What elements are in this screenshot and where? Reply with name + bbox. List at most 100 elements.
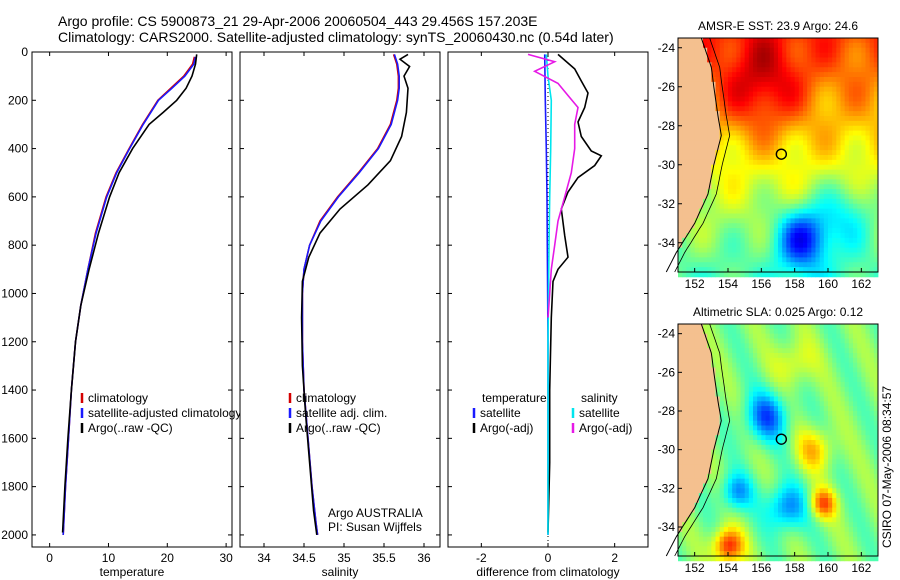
sst-map-cell — [823, 194, 829, 200]
sla-map-cell — [682, 324, 687, 330]
sla-map-cell — [869, 362, 875, 368]
sla-map-cell — [857, 386, 862, 393]
sst-map-cell — [823, 86, 829, 93]
sst-map-cell — [790, 203, 796, 210]
sst-map-cell — [694, 164, 700, 171]
sla-map-cell — [873, 420, 879, 426]
sla-map-cell — [861, 357, 866, 364]
sla-map-cell — [778, 531, 783, 538]
sla-map-cell — [740, 430, 746, 436]
sla-map-cell — [761, 469, 766, 475]
sst-map-cell — [811, 120, 816, 127]
sla-map-cell — [719, 362, 725, 368]
sla-map-cell — [811, 401, 816, 407]
sla-map-cell — [690, 473, 696, 480]
sla-map-cell — [690, 517, 696, 523]
sst-map-cell — [865, 47, 871, 54]
sla-map-cell — [865, 367, 871, 373]
sst-map-shelf-contour — [674, 37, 731, 273]
sst-map-cell — [857, 130, 862, 136]
sla-map-cell — [815, 420, 821, 426]
sst-map-cell — [853, 72, 858, 78]
sst-map-cell — [807, 125, 812, 132]
sst-map-cells — [678, 38, 879, 278]
difference-legend-label: Argo(-adj) — [480, 421, 533, 435]
sst-map-cell — [765, 247, 771, 253]
sla-map-cell — [711, 430, 716, 436]
sla-map-cell — [719, 469, 725, 475]
sla-map-cell — [823, 469, 829, 475]
sst-map-cell — [761, 164, 766, 171]
sst-map-cell — [798, 262, 804, 268]
sst-map-xtick-label: 160 — [818, 277, 838, 291]
sst-map-cell — [794, 174, 800, 180]
sst-map-cell — [773, 155, 779, 161]
sla-map-cell — [790, 527, 796, 533]
sla-map-cell — [778, 469, 783, 475]
sst-map-cell — [778, 38, 783, 44]
sst-map-cell — [840, 116, 846, 122]
sla-map-cell — [828, 440, 833, 446]
sla-map-cell — [832, 507, 837, 513]
sla-map-cell — [736, 396, 741, 402]
sst-map-cell — [865, 203, 871, 210]
sst-map-cell — [790, 150, 796, 156]
sla-map-cell — [803, 333, 808, 339]
sla-map-cell — [782, 420, 787, 426]
sla-map-cell — [790, 459, 796, 465]
sst-map-cell — [828, 174, 833, 180]
sst-map-cell — [782, 164, 787, 171]
sla-map-cell — [786, 396, 791, 402]
sla-map-cell — [723, 440, 729, 446]
sst-map-cell — [719, 184, 725, 190]
sst-map-cell — [715, 233, 721, 239]
sst-map-cell — [698, 106, 704, 112]
sla-map-cell — [715, 488, 721, 494]
sla-map-cell — [840, 348, 846, 354]
sst-map-cell — [748, 262, 754, 268]
sst-map-cell — [832, 81, 837, 88]
sla-map-cell — [823, 507, 829, 513]
sst-map-cell — [794, 218, 800, 224]
sst-map-cell — [678, 140, 683, 146]
sst-map-cell — [819, 174, 825, 180]
sla-map-cell — [861, 464, 866, 470]
sst-map-cell — [794, 164, 800, 171]
sla-map-cell — [865, 372, 871, 378]
sst-map-cell — [828, 77, 833, 83]
sst-map-cell — [840, 155, 846, 161]
sst-map-cell — [844, 140, 850, 146]
sst-map-cell — [840, 101, 846, 107]
sst-map-cell — [782, 267, 787, 273]
sst-map-cell — [869, 86, 875, 93]
sst-map-cell — [836, 228, 841, 234]
sst-map-cell — [832, 203, 837, 210]
sla-map-cell — [782, 493, 787, 499]
sst-map-cell — [744, 184, 750, 190]
sla-map-cell — [778, 473, 783, 480]
sst-map-cell — [707, 150, 712, 156]
sst-map-cell — [853, 150, 858, 156]
sst-map-cell — [748, 198, 754, 205]
sla-map-cell — [686, 449, 691, 455]
sst-map-cell — [765, 130, 771, 136]
sst-map-cell — [836, 198, 841, 205]
sla-map-cell — [753, 478, 758, 484]
sst-map-cell — [744, 72, 750, 78]
sst-map-cell — [836, 194, 841, 200]
sst-map-cell — [853, 257, 858, 263]
sla-map-cell — [803, 527, 808, 533]
sst-map-cell — [736, 272, 741, 278]
sst-map-cell — [782, 130, 787, 136]
sla-map-cell — [807, 382, 812, 388]
sla-map-cell — [848, 372, 854, 378]
sla-map-cell — [682, 493, 687, 499]
sst-map-cell — [857, 237, 862, 244]
sst-map-cell — [823, 247, 829, 253]
sla-map-cell — [736, 338, 741, 344]
sst-map-cell — [848, 242, 854, 249]
sla-map-cell — [769, 469, 775, 475]
sla-map-cell — [732, 498, 737, 504]
sst-map-cell — [748, 101, 754, 107]
sst-map-cell — [828, 184, 833, 190]
